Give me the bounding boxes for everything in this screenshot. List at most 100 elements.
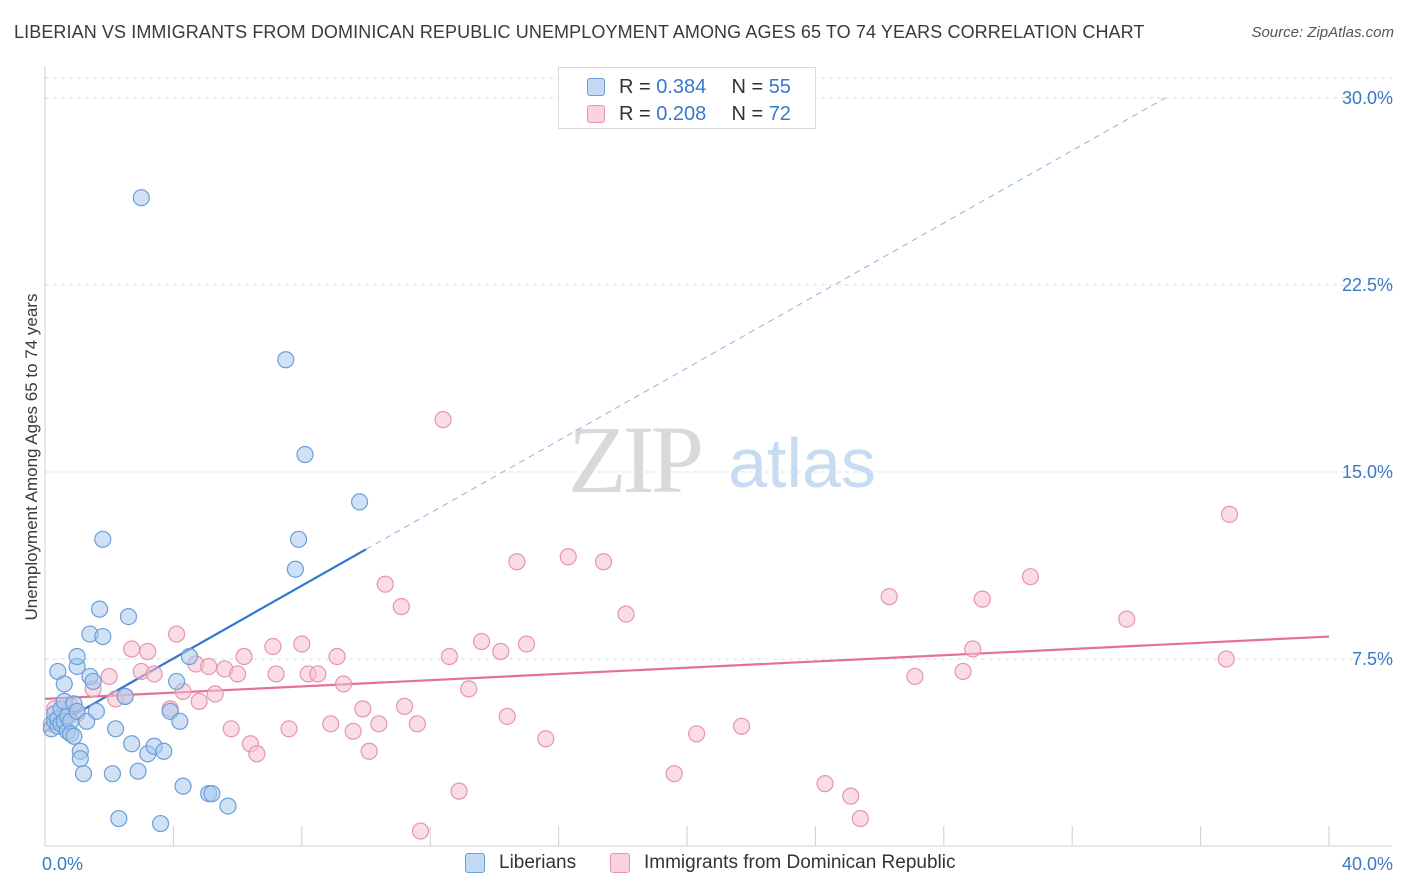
dominican-point — [280, 720, 298, 738]
dominican-point — [100, 667, 118, 686]
dominican-point — [267, 665, 285, 683]
bottom-legend-swatch-pink — [610, 853, 630, 873]
dominican-point — [1220, 505, 1239, 523]
liberian-point — [151, 814, 170, 833]
dominican-point — [309, 665, 327, 683]
dominican-point — [594, 553, 613, 571]
liberian-point — [277, 351, 295, 369]
dominican-point — [376, 575, 394, 593]
dominican-point — [851, 809, 869, 828]
dominican-point — [123, 640, 141, 658]
data-points — [42, 189, 1239, 840]
dominican-point — [334, 675, 353, 693]
dominican-point — [688, 725, 706, 743]
legend-n-value: 72 — [768, 103, 791, 125]
trendline-solid — [44, 635, 1330, 700]
dominican-point — [559, 548, 577, 566]
liberian-point — [129, 762, 147, 780]
dominican-point — [264, 637, 282, 656]
liberian-point — [180, 647, 199, 666]
dominican-point — [434, 411, 452, 429]
liberian-point — [74, 765, 93, 783]
trendlines — [44, 97, 1330, 733]
x-tick-label-min: 0.0% — [42, 854, 83, 874]
dominican-point — [200, 657, 218, 676]
dominican-point — [498, 707, 516, 725]
dominican-point — [395, 697, 414, 715]
dominican-point — [508, 553, 526, 571]
liberian-point — [123, 735, 141, 753]
dominican-point — [354, 700, 372, 718]
legend-n-value: 55 — [768, 76, 791, 98]
legend-swatch-blue — [587, 78, 605, 96]
trendline-solid — [44, 548, 367, 733]
liberian-point — [55, 675, 73, 693]
dominican-point — [168, 625, 186, 643]
chart-title: LIBERIAN VS IMMIGRANTS FROM DOMINICAN RE… — [14, 22, 1145, 42]
legend-stats: R = 0.208 N = 72 — [619, 103, 791, 125]
liberian-point — [289, 530, 308, 548]
dominican-point — [328, 647, 346, 666]
dominican-point — [973, 590, 991, 608]
bottom-legend-swatch-blue — [465, 853, 485, 873]
liberian-point — [65, 727, 83, 745]
watermark-zip: ZIP — [568, 406, 701, 513]
dominican-point — [190, 692, 208, 710]
dominican-point — [954, 662, 972, 681]
liberian-point — [155, 742, 173, 760]
legend-r-value: 0.384 — [656, 76, 707, 98]
dominican-point — [1118, 610, 1136, 628]
dominican-point — [1217, 650, 1235, 668]
dominican-point — [145, 665, 163, 683]
liberian-point — [174, 777, 192, 795]
liberian-point — [119, 607, 138, 626]
liberian-point — [94, 627, 112, 646]
dominican-point — [665, 765, 683, 783]
dominican-point — [360, 742, 378, 760]
legend-stats: R = 0.384 N = 55 — [619, 76, 791, 98]
liberian-point — [171, 712, 189, 730]
dominican-point — [517, 635, 536, 653]
dominican-point — [842, 787, 860, 805]
liberian-point — [286, 560, 304, 578]
liberian-point — [94, 530, 112, 548]
dominican-point — [411, 822, 430, 840]
dominican-point — [460, 680, 478, 698]
x-tick-label-max: 40.0% — [1342, 854, 1393, 874]
liberian-point — [132, 189, 150, 207]
liberian-point — [350, 493, 369, 511]
y-tick-label: 15.0% — [1342, 462, 1393, 482]
dominican-point — [322, 715, 340, 733]
liberian-point — [68, 647, 86, 666]
dominican-point — [964, 640, 982, 658]
liberian-point — [116, 687, 134, 705]
legend: R = 0.384 N = 55 R = 0.208 N = 72 — [558, 67, 816, 129]
dominican-point — [450, 782, 468, 800]
dominican-point — [344, 722, 362, 740]
liberian-point — [168, 672, 186, 691]
liberian-point — [87, 702, 105, 720]
dominican-point — [206, 685, 224, 703]
dominican-point — [392, 598, 410, 616]
dominican-point — [472, 632, 491, 651]
liberian-point — [110, 809, 128, 828]
liberian-point — [219, 797, 237, 815]
dominican-point — [617, 605, 635, 623]
dominican-point — [235, 647, 253, 666]
source-note: Source: ZipAtlas.com — [1251, 24, 1394, 41]
watermark: ZIP atlas — [568, 406, 876, 513]
dominican-point — [293, 635, 311, 653]
y-tick-label: 22.5% — [1342, 275, 1393, 295]
trendline-dashed — [365, 97, 1166, 550]
liberian-point — [203, 785, 221, 803]
bottom-legend-label: Liberians — [499, 852, 577, 873]
dominican-point — [440, 647, 459, 666]
legend-swatch-pink — [587, 105, 605, 123]
dominican-point — [139, 642, 157, 661]
dominican-point — [1021, 568, 1040, 586]
liberian-point — [107, 720, 125, 738]
liberian-point — [84, 672, 102, 691]
dominican-point — [248, 745, 266, 763]
dominican-point — [537, 730, 555, 748]
